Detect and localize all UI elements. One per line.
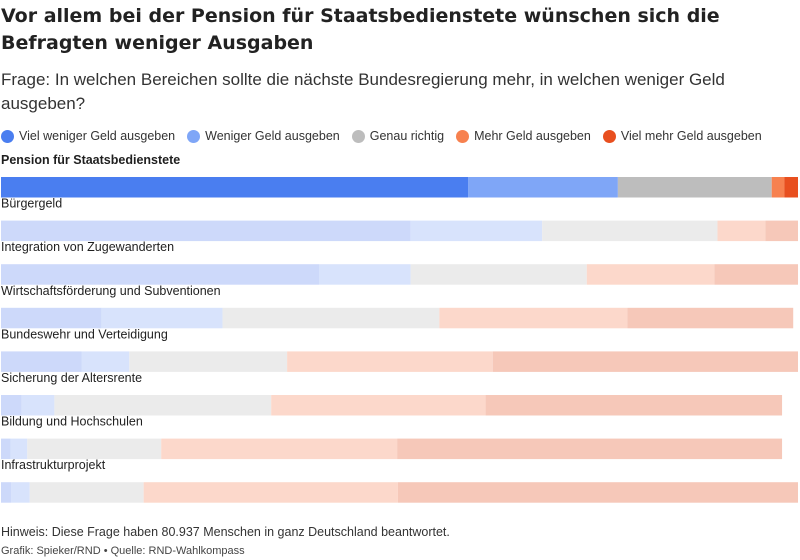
bar-segment [586,264,715,285]
legend-item: Viel weniger Geld ausgeben [1,129,175,143]
bar-segment [81,351,130,372]
legend-label: Genau richtig [369,129,445,143]
bar-segment [1,438,11,460]
bar-segment [542,220,718,242]
chart-subtitle: Frage: In welchen Bereichen sollte die n… [1,70,725,113]
bar-segment [410,264,587,285]
bar-segment [485,395,783,416]
bar-segment [1,220,411,242]
category-label: Wirtschaftsförderung und Subventionen [1,284,221,298]
bar-segment [21,395,55,416]
bar-segment [271,395,486,416]
bar-segment [717,220,766,242]
legend: Viel weniger Geld ausgeben Weniger Geld a… [1,127,774,145]
legend-label: Viel mehr Geld ausgeben [620,129,762,143]
category-label: Integration von Zugewanderten [1,240,174,254]
bar-segment [143,482,398,503]
category-label: Infrastrukturprojekt [1,458,106,472]
legend-swatch [602,129,616,143]
category-label: Pension für Staatsbedienstete [1,153,180,167]
bar-segment [319,264,411,285]
bar-segment [410,220,543,242]
legend-item: Viel mehr Geld ausgeben [602,129,762,143]
bar-segment [54,395,272,416]
bar-segment [468,177,618,198]
category-label: Sicherung der Altersrente [1,371,142,385]
bar-segment [1,482,12,503]
chart-title: Vor allem bei der Pension für Staatsbedi… [1,5,720,54]
bar-segment [1,395,22,416]
bar-segment [771,177,785,198]
bar-segment [397,482,798,503]
legend-swatch [456,129,470,143]
bar-segment [29,482,144,503]
bar-segment [765,220,798,242]
bar-segment [11,482,30,503]
credits: Grafik: Spieker/RND • Quelle: RND-Wahlko… [1,545,245,557]
bar-segment [617,177,772,198]
bar-segment [1,264,319,285]
bar-segment [161,438,398,460]
bar-segment [1,351,82,372]
category-label: Bürgergeld [1,197,62,211]
legend-item: Genau richtig [351,129,445,143]
bar-segment [287,351,493,372]
bar-segment [714,264,799,285]
legend-swatch [187,129,201,143]
legend-swatch [351,129,365,143]
bar-segment [129,351,288,372]
legend-item: Mehr Geld ausgeben [456,129,591,143]
legend-item: Weniger Geld ausgeben [187,129,340,143]
bar-segment [627,307,794,329]
bar-segment [27,438,162,460]
legend-label: Mehr Geld ausgeben [474,129,591,143]
legend-label: Viel weniger Geld ausgeben [19,129,176,143]
bar-segment [397,438,783,460]
bar-segment [10,438,28,460]
bar-segment [222,307,440,329]
footnote: Hinweis: Diese Frage haben 80.937 Mensch… [1,525,450,539]
bar-segment [1,177,469,198]
bar-segment [784,177,798,198]
category-label: Bildung und Hochschulen [1,415,143,429]
legend-label: Weniger Geld ausgeben [205,129,340,143]
bar-segment [101,307,223,329]
bar-segment [492,351,798,372]
category-label: Bundeswehr und Verteidigung [1,327,168,341]
bar-segment [1,307,102,329]
bar-segment [439,307,628,329]
legend-swatch [1,129,14,143]
stacked-bar-chart: Pension für Staatsbedienstete Bürgergeld I… [1,153,799,503]
